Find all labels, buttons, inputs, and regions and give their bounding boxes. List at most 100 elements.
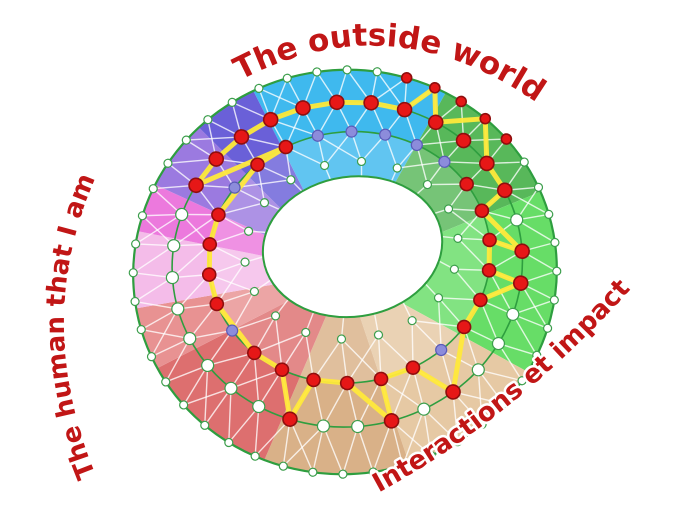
node-white [407, 316, 417, 326]
mesh-line [207, 352, 255, 367]
mesh-line [134, 300, 178, 310]
mesh-line [254, 418, 291, 457]
mesh-line [177, 274, 210, 310]
mesh-line [231, 291, 256, 331]
mesh-line [516, 219, 556, 244]
sector-outside-world-cyan [253, 69, 446, 272]
node-red [202, 237, 218, 252]
mesh-line [477, 369, 505, 405]
mesh-line [183, 365, 209, 406]
mesh-line [391, 420, 432, 457]
mesh-line [141, 328, 190, 340]
node-purple [410, 138, 423, 152]
mesh-line [402, 408, 425, 466]
mesh-line [189, 303, 218, 339]
mesh-line [463, 326, 479, 371]
node-white [506, 307, 520, 321]
node-white [471, 363, 485, 377]
node-red [233, 129, 250, 145]
node-white [224, 437, 234, 448]
node-white [449, 264, 459, 274]
node-purple [311, 129, 324, 142]
node-white [453, 233, 463, 243]
mesh-line [452, 391, 459, 442]
node-purple [438, 155, 451, 168]
node-white [183, 331, 197, 346]
mesh-line [208, 273, 255, 293]
mesh-line [322, 382, 348, 427]
node-white [163, 158, 173, 168]
node-white [368, 467, 378, 477]
node-white [316, 419, 331, 433]
node-white [552, 266, 562, 276]
node-white [286, 175, 296, 185]
mesh-line [281, 332, 307, 371]
node-white [181, 135, 191, 145]
node-white [148, 184, 158, 194]
mesh-line [312, 379, 325, 427]
node-white [453, 437, 463, 447]
mesh-line [498, 342, 537, 356]
mesh-line [340, 338, 382, 380]
mesh-line [437, 297, 442, 351]
node-purple [345, 125, 358, 138]
node-red [188, 177, 204, 194]
node-red [455, 132, 472, 149]
node-purple [226, 324, 239, 337]
node-red [400, 72, 413, 84]
node-white [519, 157, 529, 167]
node-white [250, 451, 260, 461]
mesh-line [390, 367, 414, 422]
node-white [243, 226, 254, 236]
node-white [433, 293, 444, 303]
node-white [128, 268, 138, 278]
node-red [274, 362, 290, 378]
node-red [479, 112, 492, 125]
node-white [179, 400, 189, 410]
mesh-line [512, 314, 538, 356]
node-white [422, 179, 433, 190]
node-purple [435, 343, 448, 357]
mesh-line [357, 426, 374, 473]
node-white [477, 419, 487, 429]
mesh-line [231, 315, 276, 332]
node-white [356, 156, 367, 167]
mesh-line [282, 419, 291, 467]
node-white [532, 350, 542, 360]
mesh-line [512, 299, 555, 316]
node-white [137, 211, 147, 221]
node-red [473, 292, 488, 308]
node-red [459, 176, 474, 192]
node-white [171, 302, 185, 316]
node-red [339, 375, 355, 391]
node-red [250, 157, 265, 172]
mesh-line [135, 213, 183, 245]
node-white [249, 286, 260, 297]
node-red [500, 133, 513, 145]
mesh-line [448, 208, 490, 241]
node-white [165, 270, 179, 285]
node-red [262, 111, 279, 128]
node-white [252, 399, 266, 414]
node-red [474, 203, 490, 219]
mesh-line [234, 179, 291, 189]
node-white [398, 461, 408, 471]
mesh-line [228, 406, 260, 443]
node-red [373, 371, 389, 387]
node-red [405, 360, 421, 375]
mesh-line [479, 299, 500, 344]
node-white [136, 325, 146, 335]
mesh-line [165, 338, 191, 383]
nodes-layer [128, 65, 562, 479]
node-red [295, 100, 311, 116]
node-white [544, 209, 554, 219]
label-human-that-i-am: The human that I am [41, 169, 102, 483]
mesh-line [312, 425, 325, 473]
node-white [443, 204, 454, 214]
node-white [200, 420, 210, 430]
mesh-line [497, 343, 523, 382]
node-white [201, 358, 215, 373]
node-white [319, 160, 330, 171]
node-red [278, 139, 294, 155]
